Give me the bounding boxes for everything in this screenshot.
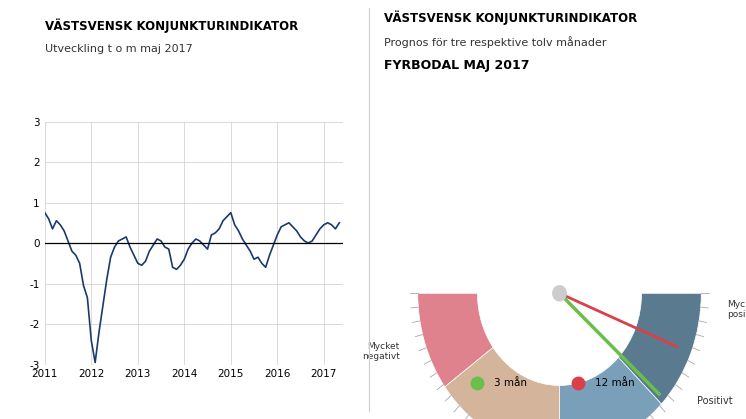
- Wedge shape: [445, 347, 560, 419]
- Wedge shape: [618, 293, 701, 404]
- Text: VÄSTSVENSK KONJUNKTURINDIKATOR: VÄSTSVENSK KONJUNKTURINDIKATOR: [384, 10, 637, 25]
- Text: Positivt: Positivt: [697, 396, 733, 406]
- Wedge shape: [560, 357, 662, 419]
- Text: Mycket
negativt: Mycket negativt: [362, 342, 400, 361]
- Text: 3 mån: 3 mån: [495, 378, 527, 388]
- Text: VÄSTSVENSK KONJUNKTURINDIKATOR: VÄSTSVENSK KONJUNKTURINDIKATOR: [45, 19, 298, 34]
- Text: Utveckling t o m maj 2017: Utveckling t o m maj 2017: [45, 44, 192, 54]
- Wedge shape: [418, 293, 493, 387]
- Circle shape: [553, 286, 566, 301]
- Text: 12 mån: 12 mån: [595, 378, 635, 388]
- Text: FYRBODAL MAJ 2017: FYRBODAL MAJ 2017: [384, 59, 530, 72]
- Text: Myck
posit: Myck posit: [727, 300, 746, 319]
- Text: Prognos för tre respektive tolv månader: Prognos för tre respektive tolv månader: [384, 36, 606, 47]
